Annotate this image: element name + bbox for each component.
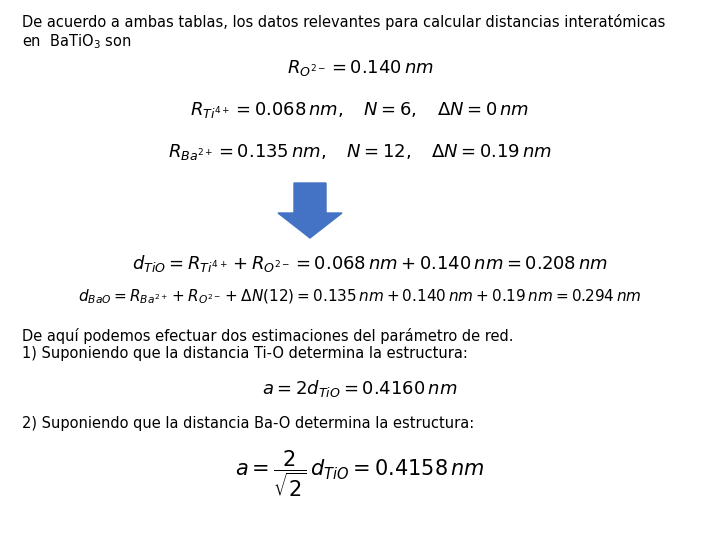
- Text: $R_{O^{2-}} = 0.140\,nm$: $R_{O^{2-}} = 0.140\,nm$: [287, 58, 433, 78]
- Text: 1) Suponiendo que la distancia Ti-O determina la estructura:: 1) Suponiendo que la distancia Ti-O dete…: [22, 346, 468, 361]
- Text: $d_{BaO} = R_{Ba^{2+}} + R_{O^{2-}} + \Delta N(12) = 0.135\,nm + 0.140\,nm + 0.1: $d_{BaO} = R_{Ba^{2+}} + R_{O^{2-}} + \D…: [78, 288, 642, 306]
- Text: $R_{Ba^{2+}} = 0.135\,nm,$   $N = 12,$   $\Delta N = 0.19\,nm$: $R_{Ba^{2+}} = 0.135\,nm,$ $N = 12,$ $\D…: [168, 142, 552, 162]
- Text: $d_{TiO} = R_{Ti^{4+}} + R_{O^{2-}} = 0.068\,nm + 0.140\,nm = 0.208\,nm$: $d_{TiO} = R_{Ti^{4+}} + R_{O^{2-}} = 0.…: [132, 253, 608, 274]
- Text: $a = \dfrac{2}{\sqrt{2}}\,d_{TiO} = 0.4158\,nm$: $a = \dfrac{2}{\sqrt{2}}\,d_{TiO} = 0.41…: [235, 448, 485, 499]
- Text: $a = 2d_{TiO} = 0.4160\,nm$: $a = 2d_{TiO} = 0.4160\,nm$: [262, 378, 458, 399]
- Text: $R_{Ti^{4+}} = 0.068\,nm,$   $N = 6,$   $\Delta N = 0\,nm$: $R_{Ti^{4+}} = 0.068\,nm,$ $N = 6,$ $\De…: [190, 100, 530, 120]
- Text: De aquí podemos efectuar dos estimaciones del parámetro de red.: De aquí podemos efectuar dos estimacione…: [22, 328, 513, 344]
- Text: 2) Suponiendo que la distancia Ba-O determina la estructura:: 2) Suponiendo que la distancia Ba-O dete…: [22, 416, 474, 431]
- Text: De acuerdo a ambas tablas, los datos relevantes para calcular distancias interat: De acuerdo a ambas tablas, los datos rel…: [22, 14, 665, 30]
- Polygon shape: [278, 183, 342, 238]
- Text: en  BaTiO$_3$ son: en BaTiO$_3$ son: [22, 32, 132, 51]
